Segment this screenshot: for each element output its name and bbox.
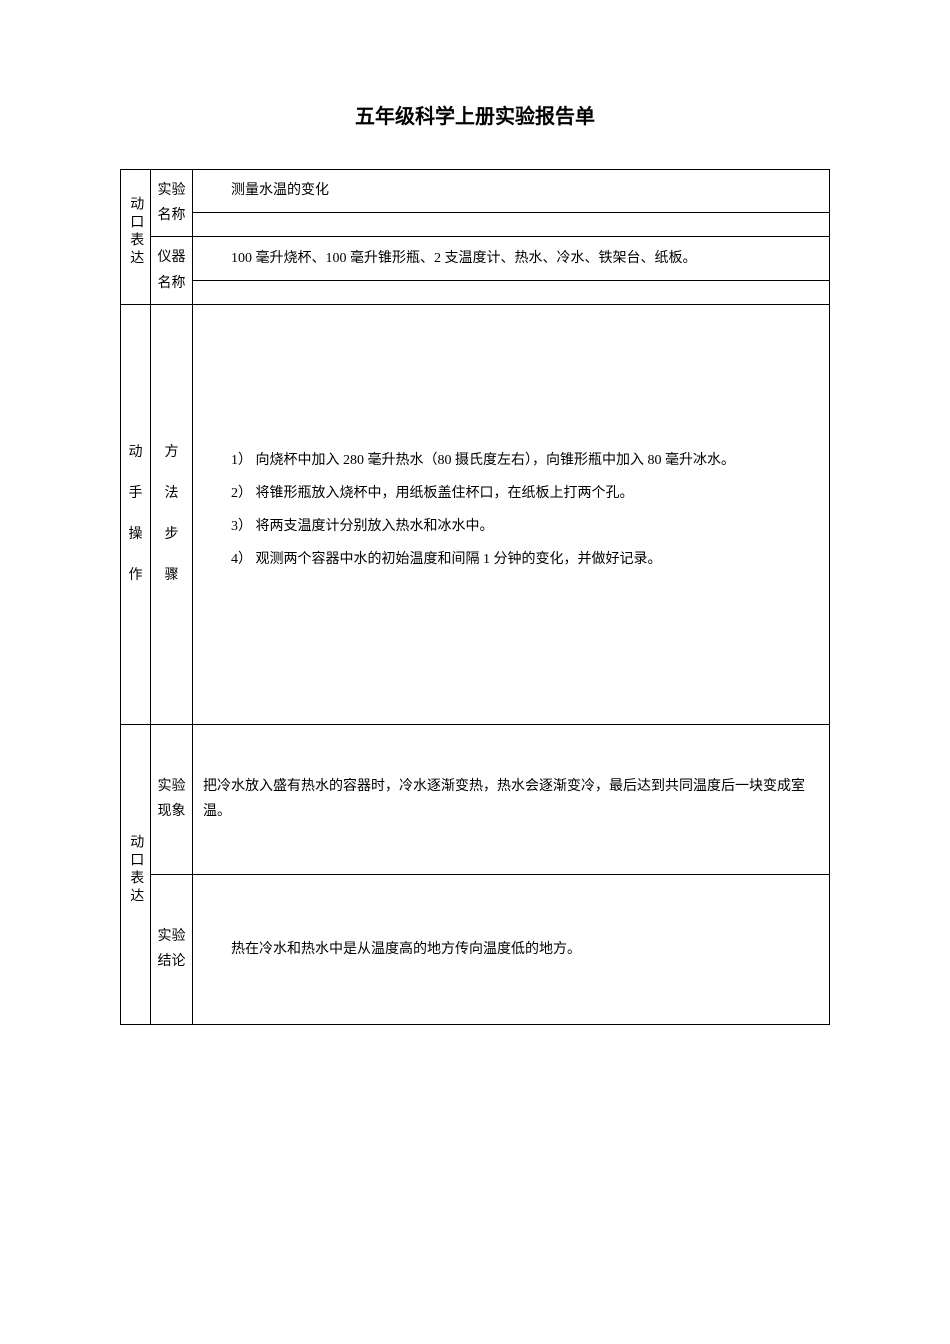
category-label-2: 动 手 操 作	[121, 304, 151, 724]
empty-cell-2	[193, 280, 830, 304]
conclusion-label: 实验结论	[151, 874, 193, 1024]
instrument-name-value: 100 毫升烧杯、100 毫升锥形瓶、2 支温度计、热水、冷水、铁架台、纸板。	[193, 237, 830, 280]
empty-cell-1	[193, 212, 830, 236]
experiment-report-table: 动口表达 实验名称 测量水温的变化 仪器名称 100 毫升烧杯、100 毫升锥形…	[120, 169, 830, 1025]
step-2: 2） 将锥形瓶放入烧杯中，用纸板盖住杯口，在纸板上打两个孔。	[203, 481, 819, 506]
conclusion-value: 热在冷水和热水中是从温度高的地方传向温度低的地方。	[193, 874, 830, 1024]
step-3: 3） 将两支温度计分别放入热水和冰水中。	[203, 514, 819, 539]
phenomenon-label: 实验现象	[151, 724, 193, 874]
category-label-3: 动口表达	[121, 724, 151, 1024]
category-label-1: 动口表达	[121, 170, 151, 305]
method-steps-content: 1） 向烧杯中加入 280 毫升热水（80 摄氏度左右），向锥形瓶中加入 80 …	[193, 304, 830, 724]
experiment-name-label: 实验名称	[151, 170, 193, 237]
document-title: 五年级科学上册实验报告单	[120, 100, 830, 129]
experiment-name-value: 测量水温的变化	[193, 170, 830, 213]
step-1: 1） 向烧杯中加入 280 毫升热水（80 摄氏度左右），向锥形瓶中加入 80 …	[203, 448, 819, 473]
phenomenon-value: 把冷水放入盛有热水的容器时，冷水逐渐变热，热水会逐渐变冷，最后达到共同温度后一块…	[193, 724, 830, 874]
instrument-name-label: 仪器名称	[151, 237, 193, 304]
method-steps-label: 方 法 步 骤	[151, 304, 193, 724]
step-4: 4） 观测两个容器中水的初始温度和间隔 1 分钟的变化，并做好记录。	[203, 547, 819, 572]
